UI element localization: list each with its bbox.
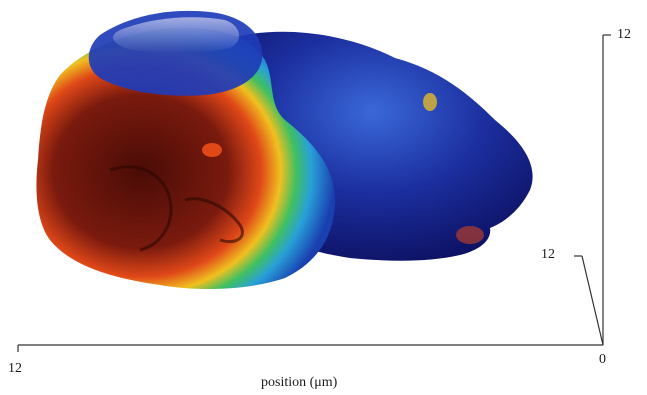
surface-fold (184, 197, 244, 244)
depth-axis-line (581, 255, 604, 346)
surface-highlight (113, 17, 240, 54)
vertical-axis-top-label: 12 (617, 27, 631, 42)
cell-front-heat (36, 27, 335, 290)
x-tick-left-label: 12 (8, 361, 22, 376)
surface-spot (202, 143, 222, 157)
surface-spot (423, 93, 437, 111)
depth-axis-label: 12 (541, 247, 555, 262)
surface-spot (456, 226, 484, 244)
surface-fold (109, 165, 173, 252)
origin-label: 0 (599, 352, 606, 367)
x-axis-label: position (μm) (261, 375, 338, 390)
